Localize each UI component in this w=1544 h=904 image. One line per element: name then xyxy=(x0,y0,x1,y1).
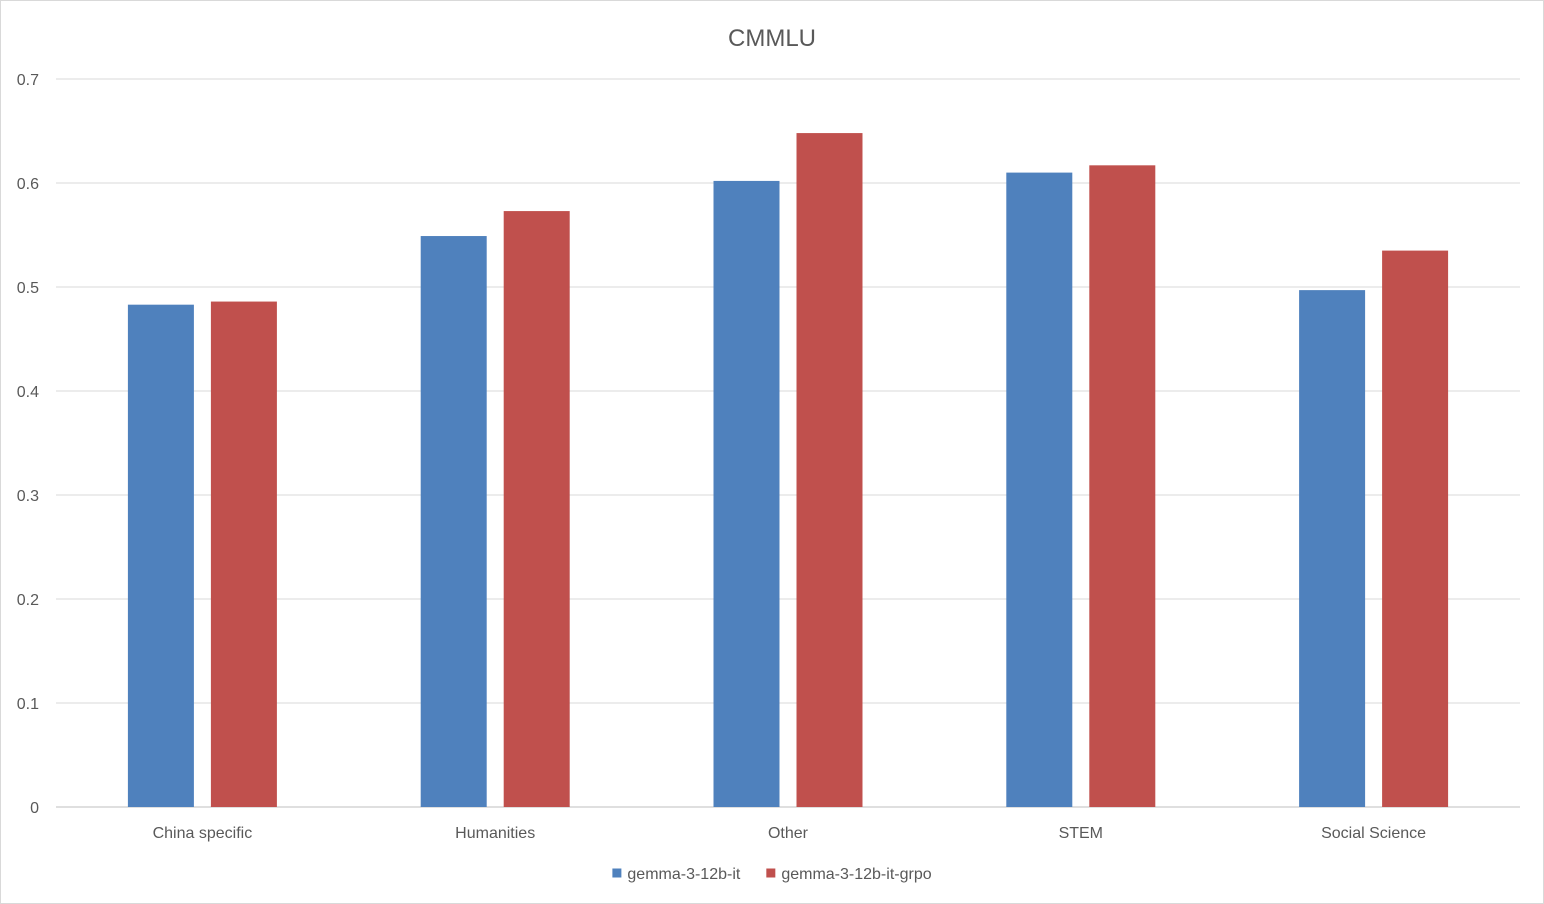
legend-swatch xyxy=(612,868,622,878)
legend-label: gemma-3-12b-it-grpo xyxy=(781,866,931,883)
bar-gemma-3-12b-it-grpo-social-science xyxy=(1382,250,1449,808)
y-tick-label: 0.1 xyxy=(17,696,39,713)
chart-title: CMMLU xyxy=(728,25,816,52)
y-tick-label: 0.5 xyxy=(17,280,39,297)
bar-gemma-3-12b-it-social-science xyxy=(1299,290,1366,807)
x-tick-label: Other xyxy=(768,825,809,842)
legend: gemma-3-12b-it gemma-3-12b-it-grpo xyxy=(612,866,932,883)
bars xyxy=(127,133,1449,808)
bar-gemma-3-12b-it-grpo-china-specific xyxy=(210,301,277,807)
bar-gemma-3-12b-it-stem xyxy=(1006,172,1073,808)
y-tick-label: 0.2 xyxy=(17,592,39,609)
y-axis-tick-labels: 0 0.1 0.2 0.3 0.4 0.5 0.6 0.7 xyxy=(17,72,39,817)
x-tick-label: Humanities xyxy=(455,825,535,842)
x-axis-tick-labels: China specific Humanities Other STEM Social … xyxy=(153,825,1427,842)
y-tick-label: 0.3 xyxy=(17,488,39,505)
legend-swatch xyxy=(766,868,776,878)
gridlines xyxy=(56,78,1520,808)
legend-label: gemma-3-12b-it xyxy=(627,866,740,883)
y-tick-label: 0.4 xyxy=(17,384,39,401)
bar-gemma-3-12b-it-grpo-stem xyxy=(1089,165,1156,807)
x-tick-label: Social Science xyxy=(1321,825,1426,842)
x-tick-label: STEM xyxy=(1059,825,1103,842)
bar-gemma-3-12b-it-humanities xyxy=(420,236,487,808)
bar-gemma-3-12b-it-grpo-humanities xyxy=(503,211,570,807)
bar-gemma-3-12b-it-grpo-other xyxy=(796,133,863,807)
x-tick-label: China specific xyxy=(153,825,253,842)
y-tick-label: 0.6 xyxy=(17,176,39,193)
y-tick-label: 0.7 xyxy=(17,72,39,89)
bar-gemma-3-12b-it-other xyxy=(713,180,780,808)
bar-gemma-3-12b-it-china-specific xyxy=(127,304,194,807)
y-tick-label: 0 xyxy=(30,800,39,817)
